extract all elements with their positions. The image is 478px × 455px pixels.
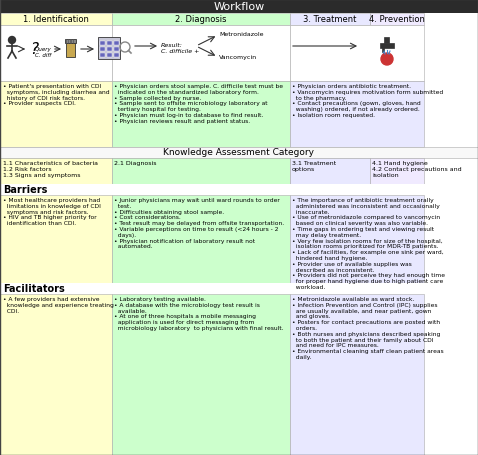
Bar — [290, 14, 370, 26]
Text: • Metronidazole available as ward stock.
• Infection Prevention and Control (IPC: • Metronidazole available as ward stock.… — [292, 296, 444, 359]
Text: Result:
C. difficile +: Result: C. difficile + — [161, 43, 199, 54]
Text: • Physician orders stool sample. C. difficile test must be
  indicated on the st: • Physician orders stool sample. C. diff… — [114, 84, 283, 123]
Text: • Laboratory testing available.
• A database with the microbiology test result i: • Laboratory testing available. • A data… — [114, 296, 283, 330]
Bar — [0, 148, 478, 159]
Text: Facilitators: Facilitators — [3, 283, 65, 293]
Bar — [114, 54, 119, 58]
Bar — [65, 40, 76, 44]
Text: 3.1 Treatment
options: 3.1 Treatment options — [292, 161, 336, 172]
Text: 2.1 Diagnosis: 2.1 Diagnosis — [114, 161, 156, 166]
Bar — [100, 42, 105, 46]
Circle shape — [9, 37, 15, 45]
Text: • The importance of antibiotic treatment orally
  administered was inconsistent : • The importance of antibiotic treatment… — [292, 197, 445, 289]
Bar — [0, 185, 478, 196]
Bar — [107, 42, 112, 46]
Bar — [0, 0, 478, 14]
Bar — [98, 38, 120, 60]
Bar — [112, 159, 290, 185]
Bar — [112, 196, 290, 283]
Circle shape — [381, 54, 393, 66]
Text: 1.1 Characteristics of bacteria
1.2 Risk factors
1.3 Signs and symptoms: 1.1 Characteristics of bacteria 1.2 Risk… — [3, 161, 98, 177]
Bar — [382, 49, 384, 53]
Bar — [0, 82, 112, 148]
Text: Workflow: Workflow — [213, 2, 265, 12]
Bar — [0, 26, 112, 82]
Bar — [0, 159, 112, 185]
Text: Query
C. diff: Query C. diff — [35, 47, 52, 58]
Bar — [100, 54, 105, 58]
Bar — [370, 159, 424, 185]
Bar — [114, 42, 119, 46]
Text: • Physician orders antibiotic treatment.
• Vancomycin requires motivation form s: • Physician orders antibiotic treatment.… — [292, 84, 443, 118]
Bar — [380, 44, 394, 49]
Bar — [0, 14, 112, 26]
Bar — [107, 54, 112, 58]
Bar — [112, 14, 290, 26]
Text: Vancomycin: Vancomycin — [219, 55, 257, 60]
Text: 4. Prevention: 4. Prevention — [369, 15, 425, 25]
Text: Barriers: Barriers — [3, 185, 47, 195]
Text: 3. Treatment: 3. Treatment — [304, 15, 357, 25]
Bar — [112, 26, 290, 82]
Bar — [290, 159, 370, 185]
Text: 4.1 Hand hygiene
4.2 Contact precautions and
isolation: 4.1 Hand hygiene 4.2 Contact precautions… — [372, 161, 462, 177]
Bar — [112, 294, 290, 455]
Bar — [290, 294, 424, 455]
Bar — [66, 44, 75, 58]
Bar — [0, 294, 112, 455]
Bar — [290, 26, 424, 82]
Bar — [370, 14, 424, 26]
Bar — [112, 82, 290, 148]
Text: Knowledge Assessment Category: Knowledge Assessment Category — [163, 148, 315, 157]
Text: ?: ? — [30, 42, 38, 57]
Text: 1. Identification: 1. Identification — [23, 15, 89, 25]
Text: • Junior physicians may wait until ward rounds to order
  test.
• Difficulties o: • Junior physicians may wait until ward … — [114, 197, 284, 249]
Text: • Most healthcare providers had
  limitations in knowledge of CDI
  symptoms and: • Most healthcare providers had limitati… — [3, 197, 101, 226]
Bar — [114, 48, 119, 52]
Bar — [100, 48, 105, 52]
Bar — [290, 196, 424, 283]
Text: • A few providers had extensive
  knowledge and experience treating
  CDI.: • A few providers had extensive knowledg… — [3, 296, 114, 313]
Text: 2. Diagnosis: 2. Diagnosis — [175, 15, 227, 25]
Bar — [290, 82, 424, 148]
Text: Metronidazole: Metronidazole — [219, 32, 263, 37]
Bar — [384, 38, 389, 44]
Bar — [0, 283, 478, 294]
Text: • Patient's presentation with CDI
  symptoms, including diarrhea and
  history o: • Patient's presentation with CDI sympto… — [3, 84, 109, 106]
Bar — [0, 196, 112, 283]
Bar — [107, 48, 112, 52]
